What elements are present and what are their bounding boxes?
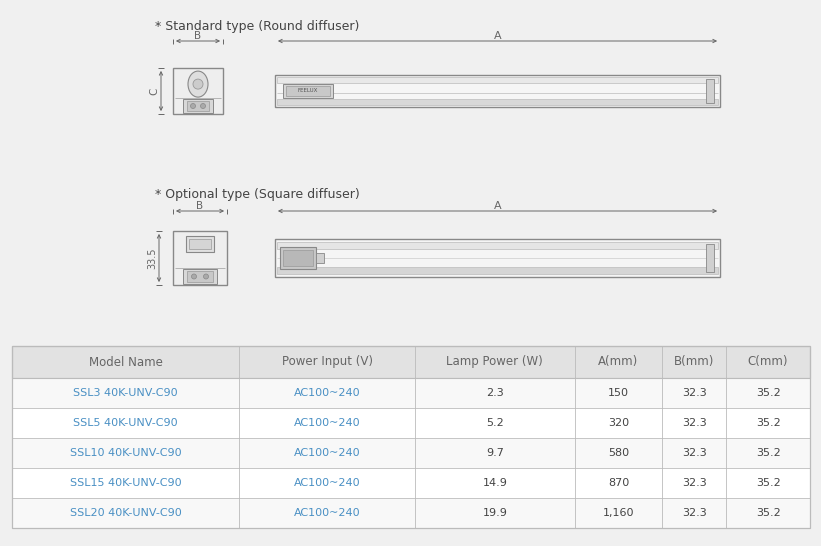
Text: B: B: [195, 31, 202, 41]
Bar: [12, 378, 810, 408]
Text: 32.3: 32.3: [682, 418, 707, 428]
Text: 2.3: 2.3: [486, 388, 503, 398]
Bar: [277, 242, 718, 249]
Circle shape: [200, 104, 205, 109]
Ellipse shape: [188, 71, 208, 97]
Text: Lamp Power (W): Lamp Power (W): [447, 355, 544, 369]
Text: SSL3 40K-UNV-C90: SSL3 40K-UNV-C90: [73, 388, 178, 398]
Text: 19.9: 19.9: [483, 508, 507, 518]
Text: 32.3: 32.3: [682, 448, 707, 458]
Text: SSL20 40K-UNV-C90: SSL20 40K-UNV-C90: [70, 508, 181, 518]
Bar: [187, 101, 209, 111]
Bar: [12, 498, 810, 528]
Circle shape: [193, 79, 203, 89]
Text: AC100~240: AC100~240: [294, 388, 360, 398]
Circle shape: [191, 274, 196, 279]
Text: 35.2: 35.2: [755, 388, 781, 398]
Text: AC100~240: AC100~240: [294, 418, 360, 428]
Bar: [173, 231, 227, 285]
Bar: [12, 346, 810, 528]
Bar: [277, 99, 718, 105]
Bar: [12, 468, 810, 498]
Text: 35.2: 35.2: [755, 418, 781, 428]
Text: C: C: [149, 87, 159, 94]
Bar: [280, 247, 316, 269]
Text: B(mm): B(mm): [674, 355, 714, 369]
Text: 150: 150: [608, 388, 629, 398]
Bar: [187, 271, 213, 282]
Text: 32.3: 32.3: [682, 508, 707, 518]
Bar: [706, 79, 714, 103]
Text: 32.3: 32.3: [682, 388, 707, 398]
Bar: [189, 239, 211, 249]
Text: 320: 320: [608, 418, 629, 428]
Bar: [286, 86, 330, 96]
Text: AC100~240: AC100~240: [294, 478, 360, 488]
Text: FEELUX: FEELUX: [298, 88, 319, 93]
Text: 32.3: 32.3: [682, 478, 707, 488]
Bar: [183, 269, 217, 284]
Bar: [706, 244, 714, 272]
Text: Model Name: Model Name: [89, 355, 163, 369]
Text: 35.2: 35.2: [755, 478, 781, 488]
Text: B: B: [196, 201, 204, 211]
Text: SSL5 40K-UNV-C90: SSL5 40K-UNV-C90: [73, 418, 178, 428]
Text: 1,160: 1,160: [603, 508, 635, 518]
Text: C(mm): C(mm): [748, 355, 788, 369]
Text: * Standard type (Round diffuser): * Standard type (Round diffuser): [155, 20, 360, 33]
Bar: [283, 84, 333, 98]
Bar: [183, 99, 213, 113]
Bar: [277, 267, 718, 274]
Text: AC100~240: AC100~240: [294, 508, 360, 518]
Text: A: A: [493, 31, 502, 41]
Bar: [12, 438, 810, 468]
Bar: [12, 346, 810, 378]
Text: AC100~240: AC100~240: [294, 448, 360, 458]
Text: 33.5: 33.5: [147, 247, 157, 269]
Text: Power Input (V): Power Input (V): [282, 355, 373, 369]
Text: * Optional type (Square diffuser): * Optional type (Square diffuser): [155, 188, 360, 201]
Bar: [186, 236, 214, 252]
Bar: [275, 239, 720, 277]
Text: 14.9: 14.9: [483, 478, 507, 488]
Text: A: A: [493, 201, 502, 211]
Bar: [173, 68, 223, 114]
Text: 35.2: 35.2: [755, 508, 781, 518]
Bar: [12, 408, 810, 438]
Text: SSL10 40K-UNV-C90: SSL10 40K-UNV-C90: [70, 448, 181, 458]
Circle shape: [204, 274, 209, 279]
Text: 9.7: 9.7: [486, 448, 504, 458]
Text: SSL15 40K-UNV-C90: SSL15 40K-UNV-C90: [70, 478, 181, 488]
Text: 5.2: 5.2: [486, 418, 503, 428]
Text: 580: 580: [608, 448, 629, 458]
Bar: [277, 77, 718, 83]
Text: 870: 870: [608, 478, 629, 488]
Text: 35.2: 35.2: [755, 448, 781, 458]
Bar: [316, 253, 324, 263]
Text: A(mm): A(mm): [599, 355, 639, 369]
Circle shape: [190, 104, 195, 109]
Bar: [283, 250, 313, 266]
Bar: [275, 75, 720, 107]
